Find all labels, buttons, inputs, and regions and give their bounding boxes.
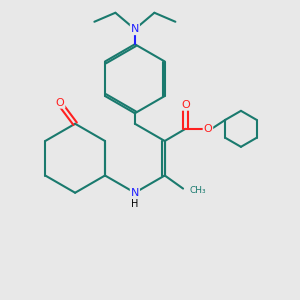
Text: N: N	[131, 24, 139, 34]
Text: N: N	[131, 188, 139, 198]
Text: CH₃: CH₃	[190, 186, 206, 195]
Text: O: O	[181, 100, 190, 110]
Text: H: H	[131, 199, 139, 209]
Text: O: O	[56, 98, 64, 108]
Text: O: O	[204, 124, 212, 134]
